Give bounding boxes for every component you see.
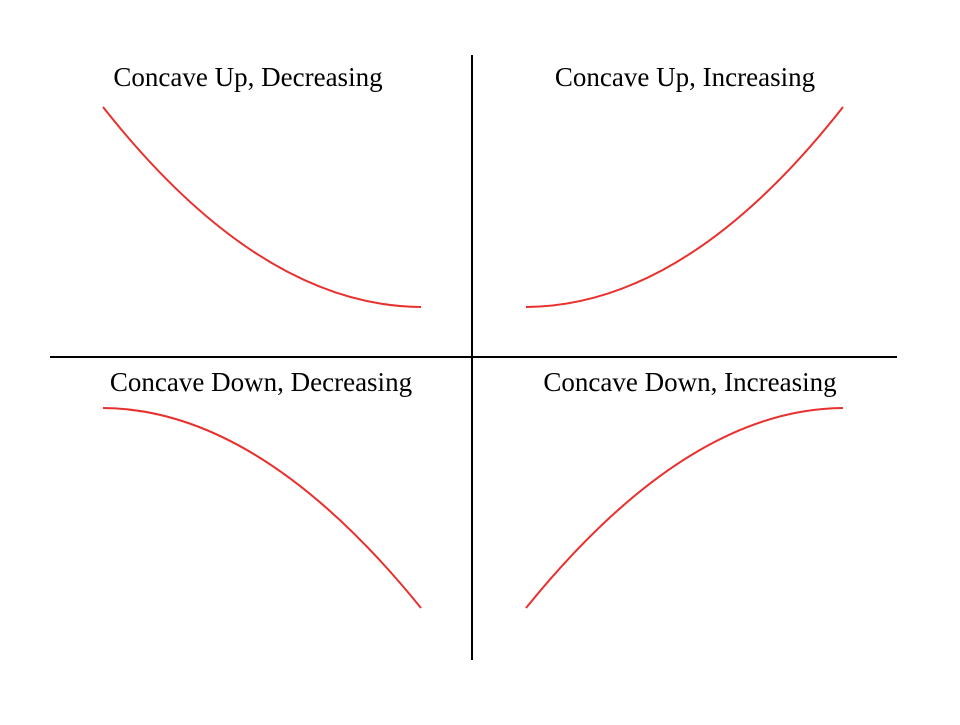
concave-up-increasing-curve <box>525 106 844 308</box>
label-concave-up-increasing: Concave Up, Increasing <box>554 62 816 92</box>
label-concave-up-decreasing: Concave Up, Decreasing <box>113 62 383 92</box>
concave-up-decreasing-curve <box>102 106 422 308</box>
concave-down-increasing-curve <box>525 407 844 609</box>
label-concave-down-increasing: Concave Down, Increasing <box>543 367 837 397</box>
concave-down-decreasing-curve <box>102 407 422 609</box>
label-concave-down-decreasing: Concave Down, Decreasing <box>109 367 413 397</box>
